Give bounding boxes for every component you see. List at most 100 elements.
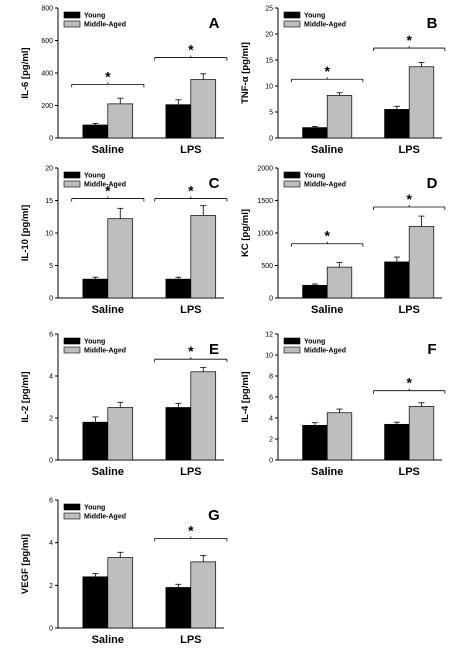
y-tick-label: 15 (265, 58, 273, 65)
x-tick-label: Saline (92, 634, 124, 646)
y-tick-label: 5 (49, 263, 53, 270)
y-tick-label: 10 (45, 231, 53, 238)
bar-middle-aged (107, 103, 134, 139)
y-tick-label: 10 (265, 84, 273, 91)
panel-e: 0 2 4 6 IL-2 [pg/ml] E Young Middle-Aged Saline L… (20, 332, 228, 478)
significance-marker: * (406, 375, 412, 391)
legend-entry: Young (84, 339, 105, 346)
y-axis-label: KC [pg/ml] (240, 209, 251, 257)
legend-entry: Middle-Aged (84, 514, 126, 521)
legend-swatch (283, 346, 301, 354)
legend-entry: Middle-Aged (84, 22, 126, 29)
panel-label: B (427, 15, 438, 32)
y-tick-label: 25 (265, 6, 273, 13)
y-axis-label: VEGF [pg/ml] (20, 534, 31, 594)
bar-young (384, 423, 410, 461)
y-tick-label: 6 (49, 332, 53, 339)
x-tick-label: LPS (398, 304, 419, 316)
bar-middle-aged (408, 66, 435, 139)
bar-middle-aged (326, 95, 353, 139)
y-tick-label: 800 (41, 6, 53, 13)
bar-young (82, 576, 109, 629)
y-tick-label: 2 (49, 583, 53, 590)
y-tick-label: 600 (41, 38, 53, 45)
x-tick-label: Saline (311, 466, 343, 478)
y-tick-label: 0 (49, 626, 53, 633)
significance-marker: * (105, 183, 111, 199)
y-tick-label: 500 (261, 263, 273, 270)
panel-label: E (209, 341, 219, 358)
legend-swatch (283, 180, 301, 188)
legend-entry: Middle-Aged (84, 182, 126, 189)
y-tick-label: 0 (49, 458, 53, 465)
panel-c: 0 5 10 15 20 IL-10 [pg/ml] C Young Middle-Aged Sa… (20, 166, 228, 316)
x-tick-label: LPS (398, 144, 419, 156)
legend-swatch (63, 337, 81, 345)
y-tick-label: 4 (269, 416, 273, 423)
bar-middle-aged (190, 561, 217, 629)
bar-young (165, 278, 192, 299)
x-tick-label: Saline (92, 144, 124, 156)
panel-label: C (209, 175, 220, 192)
panel-label: A (209, 15, 220, 32)
bar-young (302, 127, 328, 139)
bar-young (302, 284, 328, 299)
panel-label: F (427, 341, 436, 358)
bar-middle-aged (190, 79, 217, 139)
x-tick-label: LPS (180, 466, 201, 478)
y-tick-label: 4 (49, 374, 53, 381)
y-tick-label: 1500 (257, 198, 273, 205)
x-tick-label: LPS (398, 466, 419, 478)
legend-swatch (63, 20, 81, 28)
legend-swatch (63, 180, 81, 188)
y-tick-label: 0 (269, 296, 273, 303)
y-tick-label: 6 (49, 498, 53, 505)
panel-g: 0 2 4 6 VEGF [pg/ml] G Young Middle-Aged Saline L… (20, 498, 228, 646)
bar-young (82, 124, 109, 139)
y-tick-label: 8 (269, 374, 273, 381)
legend-entry: Middle-Aged (304, 22, 346, 29)
y-tick-label: 2 (49, 416, 53, 423)
y-tick-label: 200 (41, 103, 53, 110)
y-tick-label: 1000 (257, 231, 273, 238)
y-tick-label: 20 (265, 32, 273, 39)
bar-middle-aged (107, 557, 134, 629)
panel-f: 0 2 4 6 8 10 12 IL-4 [pg/ml] F Young Middle-Aged Sa… (240, 332, 446, 478)
bar-middle-aged (190, 371, 217, 461)
bar-young (384, 109, 410, 139)
y-tick-label: 20 (45, 166, 53, 173)
legend-swatch (283, 171, 301, 179)
bar-middle-aged (408, 406, 435, 461)
legend-swatch (283, 20, 301, 28)
bar-young (165, 407, 192, 461)
significance-marker: * (188, 42, 194, 58)
legend-swatch (283, 11, 301, 19)
x-tick-label: Saline (92, 466, 124, 478)
x-tick-label: Saline (311, 144, 343, 156)
y-tick-label: 6 (269, 395, 273, 402)
y-axis-label: IL-6 [pg/ml] (20, 47, 31, 98)
legend-entry: Middle-Aged (304, 348, 346, 355)
legend-entry: Middle-Aged (304, 182, 346, 189)
x-tick-label: Saline (311, 304, 343, 316)
legend-entry: Young (84, 13, 105, 20)
y-axis-label: IL-10 [pg/ml] (20, 205, 31, 261)
x-tick-label: LPS (180, 304, 201, 316)
significance-marker: * (188, 183, 194, 199)
bar-young (302, 425, 328, 461)
y-tick-label: 0 (49, 296, 53, 303)
panel-a: 0 200 400 600 800 IL-6 [pg/ml] A Young Middle-Ag… (20, 6, 228, 156)
legend-entry: Young (304, 13, 325, 20)
y-tick-label: 4 (49, 540, 53, 547)
legend-swatch (63, 11, 81, 19)
legend-swatch (63, 346, 81, 354)
bar-middle-aged (107, 218, 134, 299)
bar-middle-aged (326, 266, 353, 299)
legend-swatch (63, 503, 81, 511)
y-tick-label: 5 (269, 110, 273, 117)
legend-entry: Young (84, 505, 105, 512)
panel-label: D (427, 175, 438, 192)
y-tick-label: 10 (265, 353, 273, 360)
y-axis-label: IL-4 [pg/ml] (240, 371, 251, 422)
